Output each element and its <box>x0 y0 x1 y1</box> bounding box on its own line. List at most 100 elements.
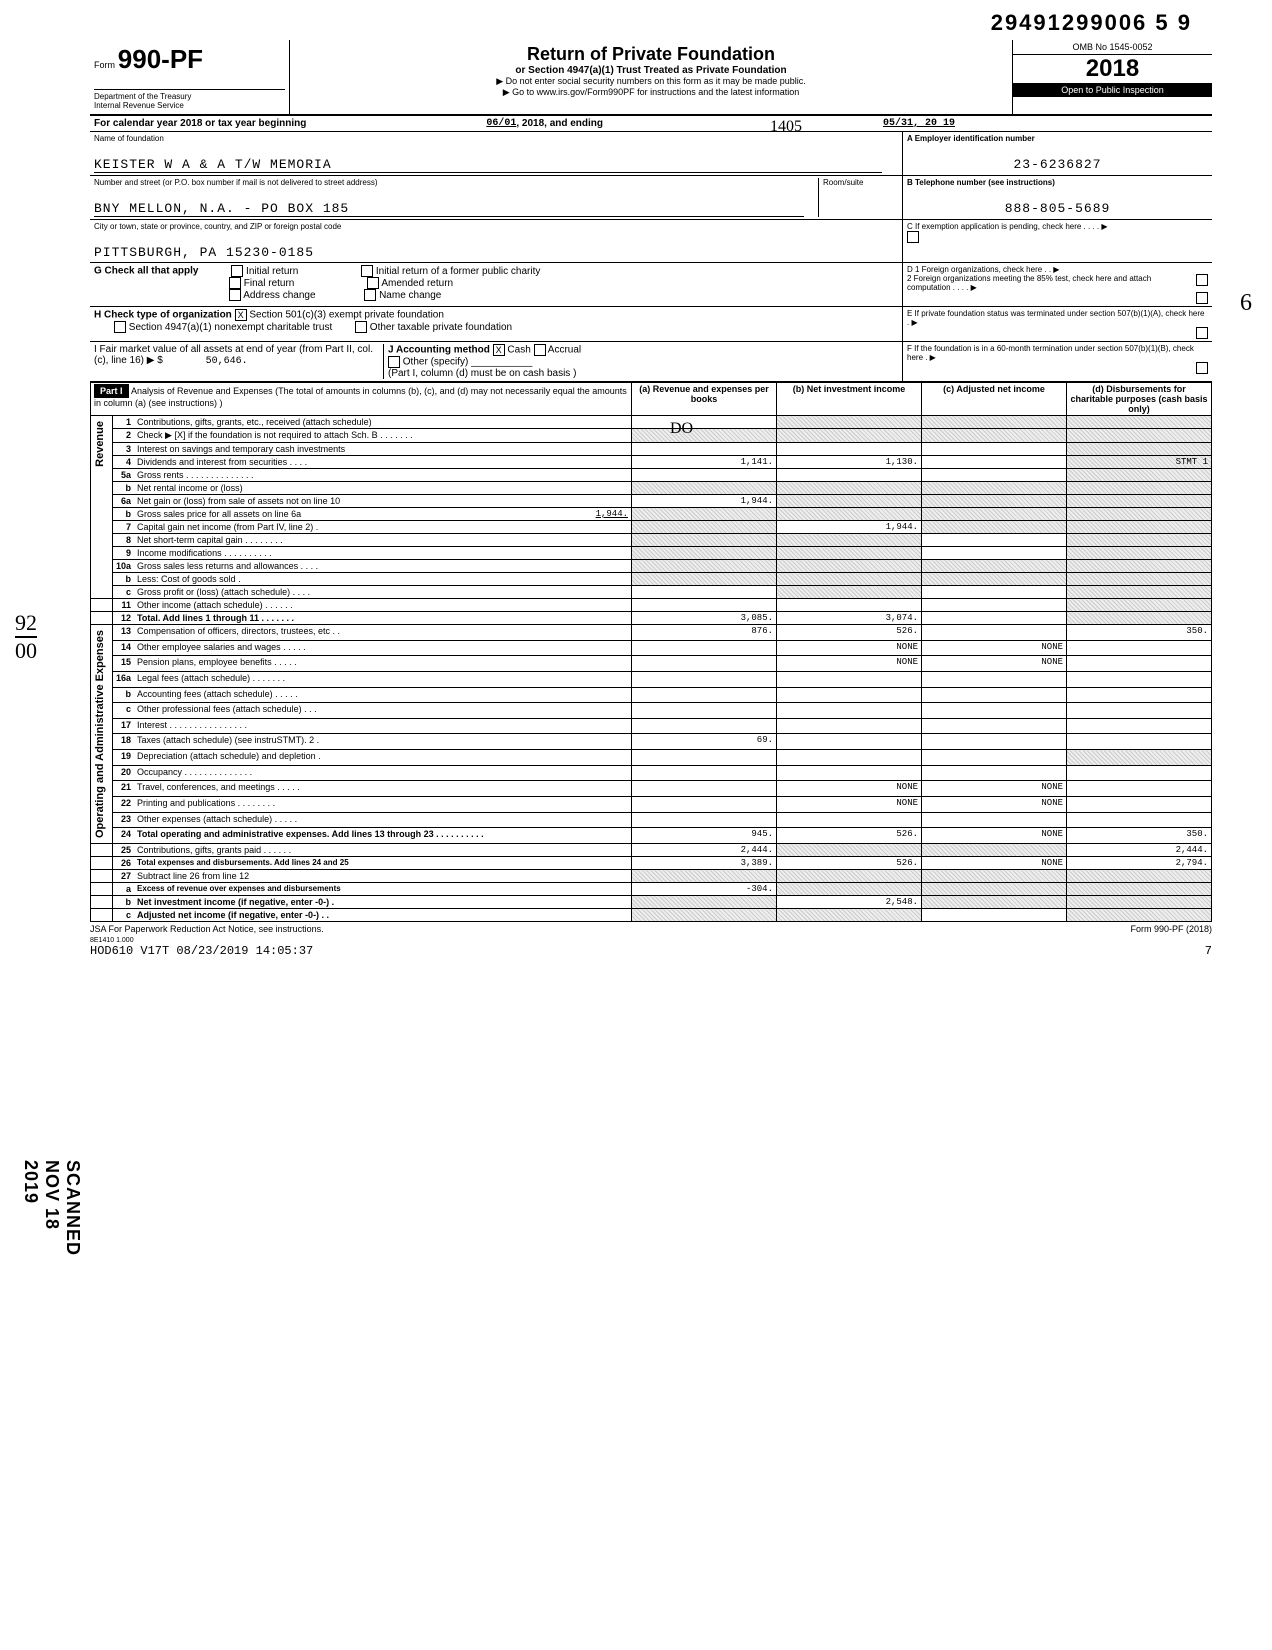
room-label: Room/suite <box>823 178 898 187</box>
opt-501c3: Section 501(c)(3) exempt private foundat… <box>249 310 444 321</box>
4947-cb[interactable] <box>114 321 126 333</box>
calendar-row: For calendar year 2018 or tax year begin… <box>90 116 1212 132</box>
col-c-header: (c) Adjusted net income <box>922 383 1067 416</box>
line-9: Income modifications . . . . . . . . . . <box>134 547 631 560</box>
final-return-cb[interactable] <box>229 277 241 289</box>
line-5a: Gross rents . . . . . . . . . . . . . . <box>134 469 631 482</box>
line-14: Other employee salaries and wages . . . … <box>134 640 631 656</box>
line-26-d: 2,794. <box>1067 857 1212 870</box>
line-26: Total expenses and disbursements. Add li… <box>134 857 631 870</box>
opt-name-change: Name change <box>379 290 441 301</box>
line-19: Depreciation (attach schedule) and deple… <box>134 750 631 766</box>
line-20: Occupancy . . . . . . . . . . . . . . <box>134 765 631 781</box>
line-24-b: 526. <box>777 828 922 844</box>
line-24-a: 945. <box>632 828 777 844</box>
line-5b: Net rental income or (loss) <box>134 482 631 495</box>
address-block: Number and street (or P.O. box number if… <box>90 176 1212 220</box>
line-21: Travel, conferences, and meetings . . . … <box>134 781 631 797</box>
other-taxable-cb[interactable] <box>355 321 367 333</box>
line-26-a: 3,389. <box>632 857 777 870</box>
line-13-d: 350. <box>1067 625 1212 641</box>
addr-label: Number and street (or P.O. box number if… <box>94 178 818 187</box>
phone-value: 888-805-5689 <box>907 187 1208 216</box>
opt-amended: Amended return <box>381 278 453 289</box>
line-25-d: 2,444. <box>1067 844 1212 857</box>
handwritten-6: 6 <box>1240 290 1252 317</box>
expenses-label: Operating and Administrative Expenses <box>94 626 106 842</box>
opt-former: Initial return of a former public charit… <box>376 266 541 277</box>
document-number: 29491299006 5 9 <box>991 10 1192 36</box>
line-4-a: 1,141. <box>632 456 777 469</box>
line-26-c: NONE <box>922 857 1067 870</box>
line-12-a: 3,085. <box>632 612 777 625</box>
line-27: Subtract line 26 from line 12 <box>134 870 631 883</box>
j-note: (Part I, column (d) must be on cash basi… <box>388 368 576 379</box>
end-date: 05/31, 20 19 <box>883 118 955 129</box>
line-22-c: NONE <box>922 797 1067 813</box>
line-18: Taxes (attach schedule) (see instruSTMT)… <box>134 734 631 750</box>
501c3-cb[interactable]: X <box>235 309 247 321</box>
line-12-b: 3,074. <box>777 612 922 625</box>
line-10c: Gross profit or (loss) (attach schedule)… <box>134 586 631 599</box>
line-7: Capital gain net income (from Part IV, l… <box>134 521 631 534</box>
footer: JSA For Paperwork Reduction Act Notice, … <box>90 924 1212 958</box>
opt-other-taxable: Other taxable private foundation <box>370 322 512 333</box>
line-27a-a: -304. <box>632 883 777 896</box>
revenue-label: Revenue <box>94 417 106 471</box>
part1-header: Part I <box>94 384 129 398</box>
line-6b-val: 1,944. <box>596 509 628 519</box>
line-13-a: 876. <box>632 625 777 641</box>
line-25: Contributions, gifts, grants paid . . . … <box>134 844 631 857</box>
line-15-c: NONE <box>922 656 1067 672</box>
calendar-text: For calendar year 2018 or tax year begin… <box>94 118 306 129</box>
name-ein-block: Name of foundation KEISTER W A & A T/W M… <box>90 132 1212 176</box>
line-16a: Legal fees (attach schedule) . . . . . .… <box>134 671 631 687</box>
tax-year: 2018 <box>1013 55 1212 83</box>
address-change-cb[interactable] <box>229 289 241 301</box>
omb-number: OMB No 1545-0052 <box>1013 40 1212 55</box>
line-4: Dividends and interest from securities .… <box>134 456 631 469</box>
line-24: Total operating and administrative expen… <box>134 828 631 844</box>
line-25-a: 2,444. <box>632 844 777 857</box>
c-checkbox[interactable] <box>907 231 919 243</box>
e-checkbox[interactable] <box>1196 327 1208 339</box>
cash-cb[interactable]: X <box>493 344 505 356</box>
d1-checkbox[interactable] <box>1196 274 1208 286</box>
line-18-a: 69. <box>632 734 777 750</box>
other-method-cb[interactable] <box>388 356 400 368</box>
line-24-c: NONE <box>922 828 1067 844</box>
name-change-cb[interactable] <box>364 289 376 301</box>
line-4-d: STMT 1 <box>1067 456 1212 469</box>
handwritten-92: 92 <box>15 610 37 636</box>
initial-return-cb[interactable] <box>231 265 243 277</box>
i-value: 50,646. <box>206 356 248 367</box>
d2-checkbox[interactable] <box>1196 292 1208 304</box>
j-cash: Cash <box>507 345 530 356</box>
line-16b: Accounting fees (attach schedule) . . . … <box>134 687 631 703</box>
line-14-b: NONE <box>777 640 922 656</box>
line-6a-a: 1,944. <box>632 495 777 508</box>
handwritten-1405: 1405 <box>770 118 802 136</box>
line-8: Net short-term capital gain . . . . . . … <box>134 534 631 547</box>
calendar-mid: , 2018, and ending <box>516 118 603 129</box>
f-checkbox[interactable] <box>1196 362 1208 374</box>
form-note1: ▶ Do not enter social security numbers o… <box>298 76 1004 87</box>
accrual-cb[interactable] <box>534 344 546 356</box>
c-label: C If exemption application is pending, c… <box>907 222 1208 231</box>
line-23: Other expenses (attach schedule) . . . .… <box>134 812 631 828</box>
d1-label: D 1 Foreign organizations, check here . … <box>907 265 1208 274</box>
amended-cb[interactable] <box>367 277 379 289</box>
irs-label: Internal Revenue Service <box>94 101 285 110</box>
handwritten-do: DO <box>670 420 693 438</box>
line-3: Interest on savings and temporary cash i… <box>134 443 631 456</box>
page-num: 7 <box>1205 944 1212 958</box>
line-27b: Net investment income (if negative, ente… <box>134 896 631 909</box>
form-ref: Form 990-PF (2018) <box>1130 924 1212 934</box>
line-24-d: 350. <box>1067 828 1212 844</box>
line-13: Compensation of officers, directors, tru… <box>134 625 631 641</box>
line-27b-b: 2,548. <box>777 896 922 909</box>
ein-value: 23-6236827 <box>907 143 1208 172</box>
initial-former-cb[interactable] <box>361 265 373 277</box>
foundation-name: KEISTER W A & A T/W MEMORIA <box>94 143 882 173</box>
e-label: E If private foundation status was termi… <box>907 309 1208 327</box>
